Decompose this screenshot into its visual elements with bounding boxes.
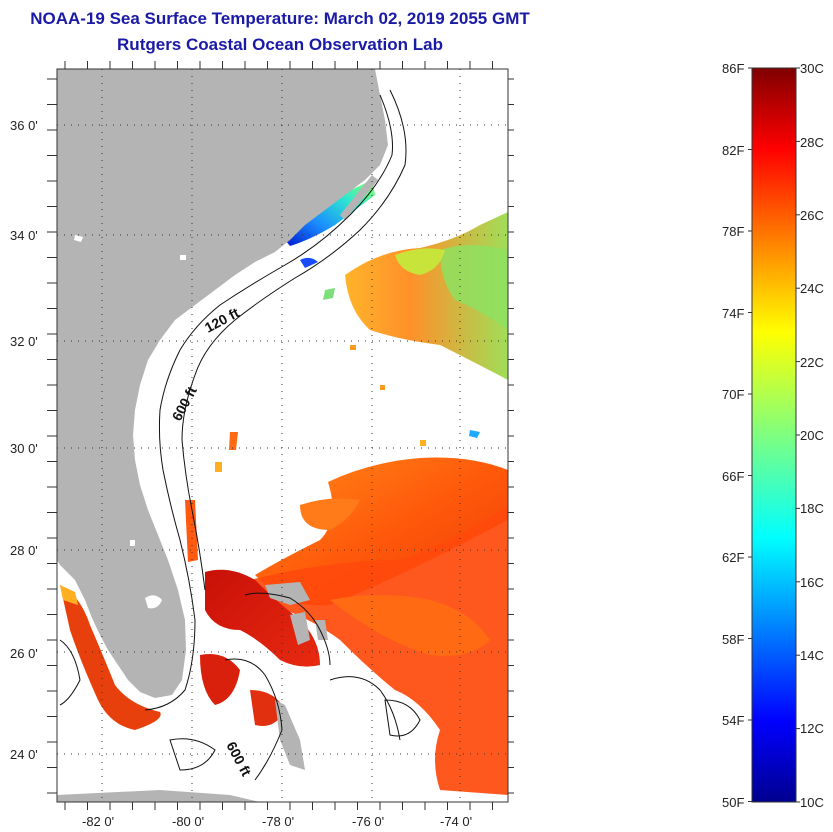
cb-f-66: 66F xyxy=(722,469,744,484)
cb-f-62: 62F xyxy=(722,550,744,565)
land-layer xyxy=(57,69,388,802)
lon-label-82: -82 0' xyxy=(82,814,114,829)
cb-c-10: 10C xyxy=(800,795,824,810)
lon-label-76: -76 0' xyxy=(352,814,384,829)
colorbar-ticks xyxy=(748,67,800,803)
cb-c-28: 28C xyxy=(800,135,824,150)
cb-f-58: 58F xyxy=(722,632,744,647)
longitude-labels: -82 0' -80 0' -78 0' -76 0' -74 0' xyxy=(82,814,472,829)
cb-f-50: 50F xyxy=(722,795,744,810)
cb-f-74: 74F xyxy=(722,306,744,321)
cb-c-30: 30C xyxy=(800,61,824,76)
inland-water xyxy=(74,235,186,609)
lat-label-32: 32 0' xyxy=(10,334,38,349)
cb-c-14: 14C xyxy=(800,648,824,663)
latitude-labels: 24 0' 26 0' 28 0' 30 0' 32 0' 34 0' 36 0… xyxy=(10,118,38,762)
lat-label-34: 34 0' xyxy=(10,228,38,243)
sst-data-layer xyxy=(60,88,508,795)
cb-c-12: 12C xyxy=(800,721,824,736)
lon-label-74: -74 0' xyxy=(440,814,472,829)
cb-f-54: 54F xyxy=(722,713,744,728)
lon-label-78: -78 0' xyxy=(262,814,294,829)
lon-label-80: -80 0' xyxy=(172,814,204,829)
cb-c-22: 22C xyxy=(800,355,824,370)
lat-label-30: 30 0' xyxy=(10,441,38,456)
lat-label-36: 36 0' xyxy=(10,118,38,133)
map-title: NOAA-19 Sea Surface Temperature: March 0… xyxy=(30,9,530,28)
lat-label-24: 24 0' xyxy=(10,747,38,762)
cb-c-20: 20C xyxy=(800,428,824,443)
colorbar-fahrenheit-labels: 86F 82F 78F 74F 70F 66F 62F 58F 54F 50F xyxy=(722,61,744,810)
cb-f-70: 70F xyxy=(722,387,744,402)
map-subtitle: Rutgers Coastal Ocean Observation Lab xyxy=(117,35,443,54)
cb-c-24: 24C xyxy=(800,281,824,296)
cb-c-26: 26C xyxy=(800,208,824,223)
bathymetry-contours xyxy=(59,89,421,781)
cb-c-16: 16C xyxy=(800,575,824,590)
cb-f-86: 86F xyxy=(722,61,744,76)
cb-c-18: 18C xyxy=(800,501,824,516)
graticule xyxy=(47,61,514,810)
lat-label-28: 28 0' xyxy=(10,543,38,558)
lat-label-26: 26 0' xyxy=(10,646,38,661)
cb-f-82: 82F xyxy=(722,143,744,158)
colorbar-celsius-labels: 30C 28C 26C 24C 22C 20C 18C 16C 14C 12C … xyxy=(800,61,824,810)
cb-f-78: 78F xyxy=(722,224,744,239)
colorbar-gradient xyxy=(751,67,797,803)
